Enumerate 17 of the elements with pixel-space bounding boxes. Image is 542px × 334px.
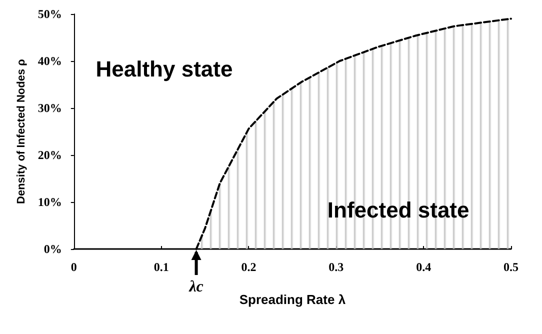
x-tick-label: 0.5 <box>504 260 518 274</box>
x-tick-label: 0.2 <box>241 260 256 274</box>
y-tick-label: 40% <box>38 54 62 68</box>
annotation: λc <box>188 278 204 296</box>
y-tick-label: 30% <box>38 101 62 115</box>
y-tick-label: 50% <box>38 7 62 21</box>
x-tick-label: 0.1 <box>154 260 169 274</box>
x-tick-label: 0.3 <box>328 260 344 274</box>
y-tick-label: 0% <box>44 242 62 256</box>
x-tick-label: 0.4 <box>416 260 432 274</box>
x-axis-title: Spreading Rate λ <box>239 292 346 307</box>
y-axis-title: Density of Infected Nodes ρ <box>16 58 28 204</box>
y-tick-label: 20% <box>38 148 62 162</box>
y-tick-label: 10% <box>38 195 62 209</box>
x-tick-label: 0 <box>70 260 77 274</box>
annotation: Infected state <box>327 197 470 222</box>
annotation: Healthy state <box>96 56 233 82</box>
